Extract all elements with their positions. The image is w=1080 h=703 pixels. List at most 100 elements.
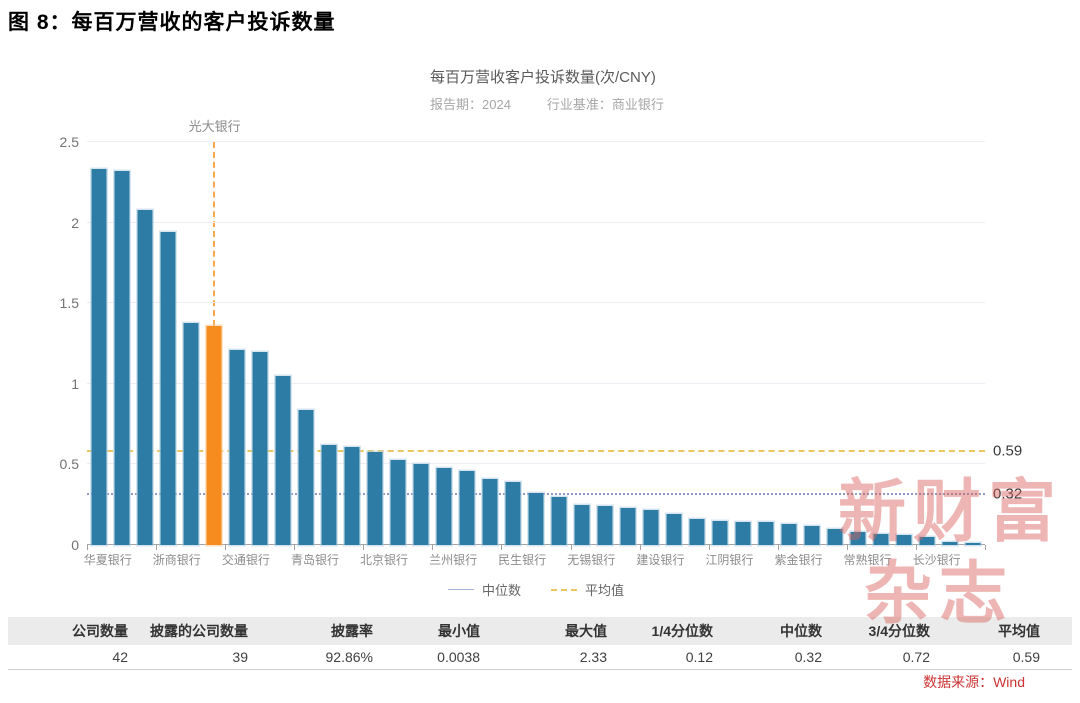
bar-highlighted[interactable]	[206, 325, 222, 545]
header-max: 最大值	[480, 617, 607, 645]
average-line-marker-icon	[551, 588, 577, 591]
legend-median-label: 中位数	[481, 583, 521, 598]
bar[interactable]	[666, 514, 682, 545]
header-disclosure-rate: 披露率	[248, 617, 373, 645]
chart-header: 每百万营收客户投诉数量(次/CNY) 报告期：2024 行业基准：商业银行	[430, 66, 664, 113]
gridline	[87, 302, 985, 304]
bar[interactable]	[965, 543, 981, 545]
value-max: 2.33	[480, 645, 607, 670]
header-disclosed-count: 披露的公司数量	[128, 617, 248, 645]
report-period: 报告期：2024	[430, 97, 511, 112]
bar[interactable]	[321, 445, 337, 545]
data-source: 数据来源：Wind	[923, 674, 1025, 690]
x-axis-tick	[225, 545, 227, 550]
x-axis-label: 北京银行	[360, 553, 409, 567]
bar[interactable]	[551, 496, 567, 545]
bar[interactable]	[804, 525, 820, 545]
x-axis-label: 江阴银行	[705, 553, 754, 567]
bar[interactable]	[482, 478, 498, 545]
legend-item-average[interactable]: 平均值	[551, 580, 624, 599]
bar[interactable]	[942, 541, 958, 545]
value-disclosure-rate: 92.86%	[248, 645, 373, 670]
median-line-label: 0.32	[993, 486, 1023, 504]
gridline	[87, 382, 985, 384]
bar[interactable]	[436, 467, 452, 545]
bar[interactable]	[850, 532, 866, 545]
legend-item-median[interactable]: 中位数	[447, 580, 521, 599]
bar[interactable]	[298, 409, 314, 545]
y-tick-label: 0.5	[59, 456, 79, 473]
value-q3: 0.72	[822, 645, 930, 670]
bar[interactable]	[252, 351, 268, 545]
x-axis-tick	[363, 545, 365, 550]
header-company-count: 公司数量	[8, 617, 128, 645]
bar[interactable]	[620, 507, 636, 545]
x-axis-label: 无锡银行	[567, 553, 616, 567]
bar[interactable]	[137, 209, 153, 545]
bar[interactable]	[413, 464, 429, 545]
bar[interactable]	[229, 349, 245, 545]
average-line-label: 0.59	[993, 442, 1023, 460]
value-disclosed-count: 39	[128, 645, 248, 670]
y-tick-label: 2.5	[59, 134, 79, 150]
x-axis-tick	[432, 545, 434, 550]
bar[interactable]	[459, 470, 475, 545]
bar[interactable]	[735, 522, 751, 545]
bar[interactable]	[528, 493, 544, 545]
chart-title: 每百万营收客户投诉数量(次/CNY)	[430, 69, 656, 86]
bar[interactable]	[390, 459, 406, 545]
y-tick-label: 1.5	[59, 295, 79, 312]
bar[interactable]	[275, 375, 291, 545]
industry-benchmark: 行业基准：商业银行	[546, 97, 664, 112]
header-q1: 1/4分位数	[607, 617, 713, 645]
figure-title: 图 8：每百万营收的客户投诉数量	[8, 11, 336, 34]
x-axis-tick	[156, 545, 158, 550]
average-line: 0.59	[87, 443, 1022, 460]
bar[interactable]	[114, 171, 130, 545]
bar[interactable]	[712, 520, 728, 545]
bar[interactable]	[873, 533, 889, 545]
bar[interactable]	[160, 232, 176, 545]
gridline	[87, 463, 985, 465]
x-axis-label: 长沙银行	[912, 553, 961, 567]
value-min: 0.0038	[373, 645, 480, 670]
x-axis-tick	[846, 545, 848, 550]
x-axis-tick	[639, 545, 641, 550]
x-axis-label: 建设银行	[636, 553, 685, 567]
value-median: 0.32	[713, 645, 822, 670]
gridline	[87, 221, 985, 223]
x-axis-label: 青岛银行	[290, 553, 339, 567]
x-axis-tick	[501, 545, 503, 550]
header-mean: 平均值	[930, 617, 1072, 645]
bar[interactable]	[183, 322, 199, 545]
bar[interactable]	[919, 536, 935, 545]
x-axis-label: 交通银行	[221, 553, 270, 567]
x-axis-tick	[777, 545, 779, 550]
bar[interactable]	[827, 528, 843, 545]
x-axis-label: 常熟银行	[843, 553, 892, 567]
bar[interactable]	[91, 169, 106, 545]
bar[interactable]	[758, 522, 774, 545]
chart-subtitle: 报告期：2024 行业基准：商业银行	[430, 94, 664, 113]
bar[interactable]	[643, 509, 659, 545]
bar[interactable]	[597, 506, 613, 545]
bar[interactable]	[344, 446, 360, 545]
stats-value-row: 42 39 92.86% 0.0038 2.33 0.12 0.32 0.72 …	[8, 645, 1072, 670]
x-axis-tick	[915, 545, 917, 550]
bar[interactable]	[781, 524, 797, 545]
value-company-count: 42	[8, 645, 128, 670]
y-tick-label: 2	[71, 214, 79, 231]
legend: 中位数 平均值	[87, 580, 985, 599]
y-tick-label: 0	[71, 537, 79, 553]
plot-area: 0.59 0.32 光大银行 0 0.5 1 1.5 2 2.5 华夏银行 浙商银行 交通银行 青…	[60, 119, 1023, 567]
x-axis-label: 兰州银行	[429, 553, 478, 567]
bar[interactable]	[367, 451, 383, 545]
legend-average-label: 平均值	[585, 583, 625, 598]
stats-table: 公司数量 披露的公司数量 披露率 最小值 最大值 1/4分位数 中位数 3/4分…	[8, 617, 1072, 670]
stats-header-row: 公司数量 披露的公司数量 披露率 最小值 最大值 1/4分位数 中位数 3/4分…	[8, 617, 1072, 645]
x-axis-tick	[708, 545, 710, 550]
bar[interactable]	[505, 482, 521, 545]
bar[interactable]	[896, 535, 912, 545]
bar[interactable]	[574, 504, 590, 545]
bar[interactable]	[689, 519, 705, 545]
